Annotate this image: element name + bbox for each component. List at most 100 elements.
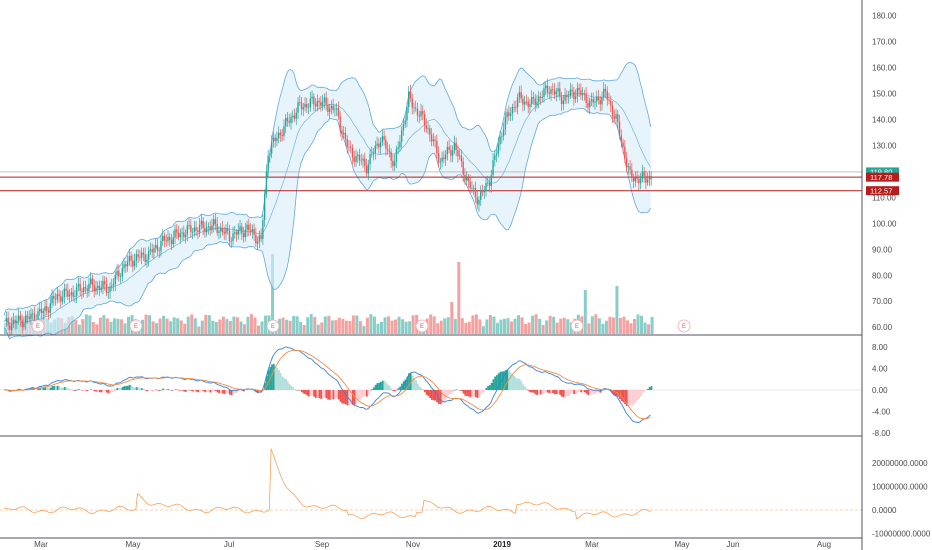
macd-hist-bar bbox=[91, 389, 94, 391]
candle-body bbox=[242, 233, 245, 238]
price-tag bbox=[866, 172, 899, 182]
macd-pane[interactable] bbox=[0, 346, 862, 424]
macd-hist-bar bbox=[488, 385, 491, 390]
candle-body bbox=[343, 132, 345, 135]
macd-hist-bar bbox=[606, 389, 609, 391]
candle-body bbox=[198, 224, 201, 233]
candle-body bbox=[596, 96, 598, 102]
macd-hist-bar bbox=[539, 390, 542, 395]
candle-body bbox=[130, 255, 132, 261]
candle-body bbox=[553, 89, 556, 95]
macd-hist-bar bbox=[450, 390, 453, 394]
macd-hist-bar bbox=[337, 390, 340, 400]
candle-body bbox=[302, 107, 304, 110]
volume-bar bbox=[337, 317, 341, 334]
candle-body bbox=[39, 308, 41, 312]
volume-bar bbox=[292, 315, 296, 334]
macd-hist-bar bbox=[320, 390, 323, 399]
volume-bar bbox=[601, 323, 605, 334]
volume-bar bbox=[74, 320, 78, 334]
macd-hist-bar bbox=[594, 390, 597, 394]
macd-hist-bar bbox=[510, 372, 512, 390]
macd-hist-bar bbox=[409, 373, 412, 390]
date-axis[interactable]: Mar May Jul Sep Nov 2019 Mar May Jun Aug bbox=[34, 540, 831, 549]
candle-body bbox=[525, 101, 528, 103]
candle-body bbox=[534, 98, 536, 105]
candle-body bbox=[91, 278, 94, 286]
volume-bar bbox=[555, 322, 559, 334]
volume-bar bbox=[467, 321, 471, 334]
macd-hist-bar bbox=[77, 389, 80, 390]
macd-hist-bar bbox=[42, 387, 45, 390]
candle-body bbox=[418, 115, 420, 117]
price-band-fill bbox=[4, 62, 651, 339]
candle-body bbox=[260, 235, 262, 239]
macd-hist-bar bbox=[353, 390, 356, 405]
candle-body bbox=[464, 174, 466, 181]
macd-hist-bar bbox=[504, 370, 507, 390]
candle-body bbox=[502, 129, 505, 137]
candle-body bbox=[453, 142, 456, 151]
candle-body bbox=[378, 143, 380, 148]
macd-hist-bar bbox=[56, 385, 59, 390]
macd-hist-bar bbox=[650, 386, 653, 390]
oscillator-axis[interactable]: 20000000.0000 10000000.0000 0.0000 -1000000… bbox=[872, 459, 931, 539]
macd-hist-bar bbox=[60, 387, 63, 390]
macd-hist-bar bbox=[251, 389, 254, 391]
macd-hist-bar bbox=[625, 390, 628, 406]
candle-body bbox=[253, 229, 255, 235]
macd-hist-bar bbox=[401, 383, 403, 390]
macd-hist-bar bbox=[360, 390, 363, 399]
candle-body bbox=[629, 166, 631, 170]
candle-body bbox=[532, 97, 535, 99]
candle-body bbox=[341, 130, 343, 135]
macd-hist-bar bbox=[228, 390, 231, 395]
macd-hist-bar bbox=[372, 387, 375, 390]
macd-hist-bar bbox=[242, 390, 245, 392]
macd-hist-bar bbox=[63, 387, 66, 390]
macd-hist-bar bbox=[223, 390, 226, 394]
candle-body bbox=[350, 147, 352, 148]
macd-hist-bar bbox=[641, 390, 644, 393]
candle-body bbox=[604, 88, 607, 92]
candle-body bbox=[504, 117, 507, 130]
macd-hist-bar bbox=[176, 389, 178, 390]
macd-tick-label: -4.00 bbox=[872, 408, 891, 417]
candle-body bbox=[313, 96, 315, 105]
oscillator-pane[interactable] bbox=[0, 448, 862, 520]
candle-body bbox=[328, 108, 331, 112]
candle-body bbox=[181, 232, 183, 234]
candle-body bbox=[538, 96, 540, 103]
candle-body bbox=[276, 138, 278, 141]
macd-axis[interactable]: 8.00 4.00 0.00 -4.00 -8.00 bbox=[872, 343, 891, 438]
macd-hist-bar bbox=[88, 390, 91, 391]
volume-bar bbox=[200, 320, 204, 334]
candle-body bbox=[42, 311, 44, 314]
volume-bar bbox=[299, 322, 303, 334]
macd-hist-bar bbox=[81, 390, 84, 391]
macd-hist-bar bbox=[511, 373, 514, 390]
candle-body bbox=[369, 154, 371, 165]
candle-body bbox=[44, 306, 46, 312]
macd-hist-bar bbox=[153, 390, 156, 391]
macd-hist-bar bbox=[480, 390, 482, 395]
candle-body bbox=[158, 250, 160, 252]
price-band-lower bbox=[3, 108, 651, 340]
candle-body bbox=[465, 177, 468, 181]
volume-bar bbox=[253, 317, 257, 334]
candle-body bbox=[239, 226, 241, 230]
candle-body bbox=[155, 245, 157, 249]
macd-hist-bar bbox=[611, 390, 614, 395]
macd-hist-bar bbox=[286, 381, 289, 390]
volume-bar bbox=[443, 318, 447, 334]
candle-body bbox=[98, 285, 101, 290]
candle-body bbox=[492, 160, 494, 176]
macd-hist-bar bbox=[193, 390, 196, 392]
macd-hist-bar bbox=[244, 390, 247, 391]
macd-hist-bar bbox=[61, 387, 64, 390]
candle-body bbox=[397, 147, 399, 150]
macd-hist-bar bbox=[532, 390, 535, 393]
